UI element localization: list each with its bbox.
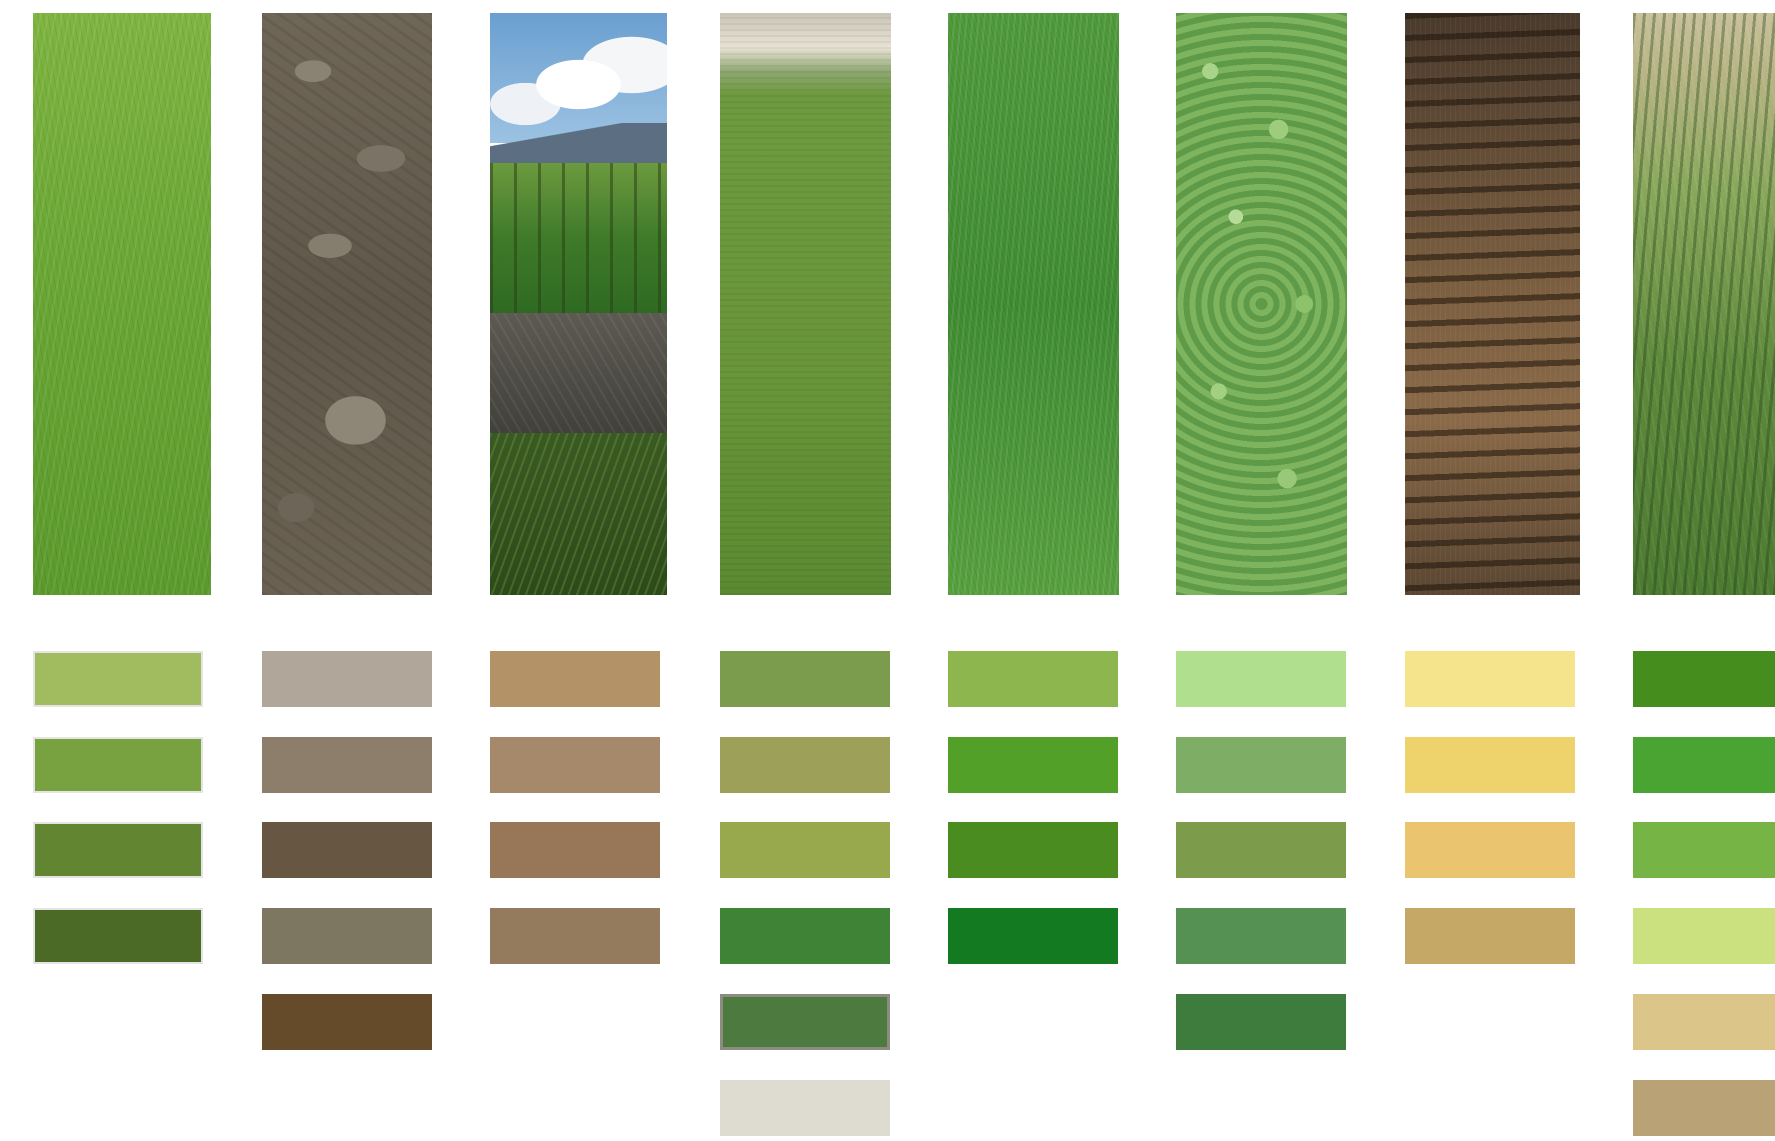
- color-swatch: [720, 908, 890, 964]
- color-swatch: [262, 822, 432, 878]
- color-swatch: [1405, 908, 1575, 964]
- color-swatch: [1176, 908, 1346, 964]
- color-swatch: [720, 1080, 890, 1136]
- color-swatch: [33, 908, 203, 964]
- color-swatch: [1405, 822, 1575, 878]
- color-swatch: [948, 651, 1118, 707]
- color-swatch: [490, 651, 660, 707]
- landscape-rock-region: [490, 313, 667, 453]
- color-swatch: [948, 737, 1118, 793]
- color-swatch: [262, 737, 432, 793]
- color-swatch: [490, 908, 660, 964]
- color-swatch: [1633, 1080, 1775, 1136]
- color-swatch: [33, 651, 203, 707]
- color-swatch: [1176, 994, 1346, 1050]
- color-swatch: [1633, 651, 1775, 707]
- color-swatch: [33, 737, 203, 793]
- wheat-photo: [948, 13, 1119, 595]
- color-swatch: [1633, 822, 1775, 878]
- color-swatch: [1633, 908, 1775, 964]
- color-swatch: [1633, 994, 1775, 1050]
- color-swatch: [33, 822, 203, 878]
- color-swatch: [490, 822, 660, 878]
- color-swatch: [1633, 737, 1775, 793]
- color-swatch: [1405, 737, 1575, 793]
- soil-photo: [262, 13, 432, 595]
- grass-photo: [33, 13, 211, 595]
- color-swatch: [1176, 822, 1346, 878]
- color-swatch: [948, 908, 1118, 964]
- landscape-field-region: [490, 163, 667, 313]
- color-swatch: [262, 651, 432, 707]
- color-swatch: [1176, 737, 1346, 793]
- color-swatch: [720, 737, 890, 793]
- color-swatch: [720, 994, 890, 1050]
- color-swatch: [720, 822, 890, 878]
- corn-photo: [1633, 13, 1775, 595]
- color-swatch: [1405, 651, 1575, 707]
- color-swatch: [1176, 651, 1346, 707]
- landscape-photo: [490, 13, 667, 595]
- landscape-bush-region: [490, 433, 667, 595]
- crop-field-photo: [720, 13, 891, 595]
- clover-photo: [1176, 13, 1347, 595]
- color-swatch: [262, 908, 432, 964]
- color-swatch: [262, 994, 432, 1050]
- color-swatch: [948, 822, 1118, 878]
- landscape-mount-region: [490, 123, 667, 168]
- color-swatch: [720, 651, 890, 707]
- color-swatch: [490, 737, 660, 793]
- landscape-sky-region: [490, 13, 667, 143]
- dirt-photo: [1405, 13, 1580, 595]
